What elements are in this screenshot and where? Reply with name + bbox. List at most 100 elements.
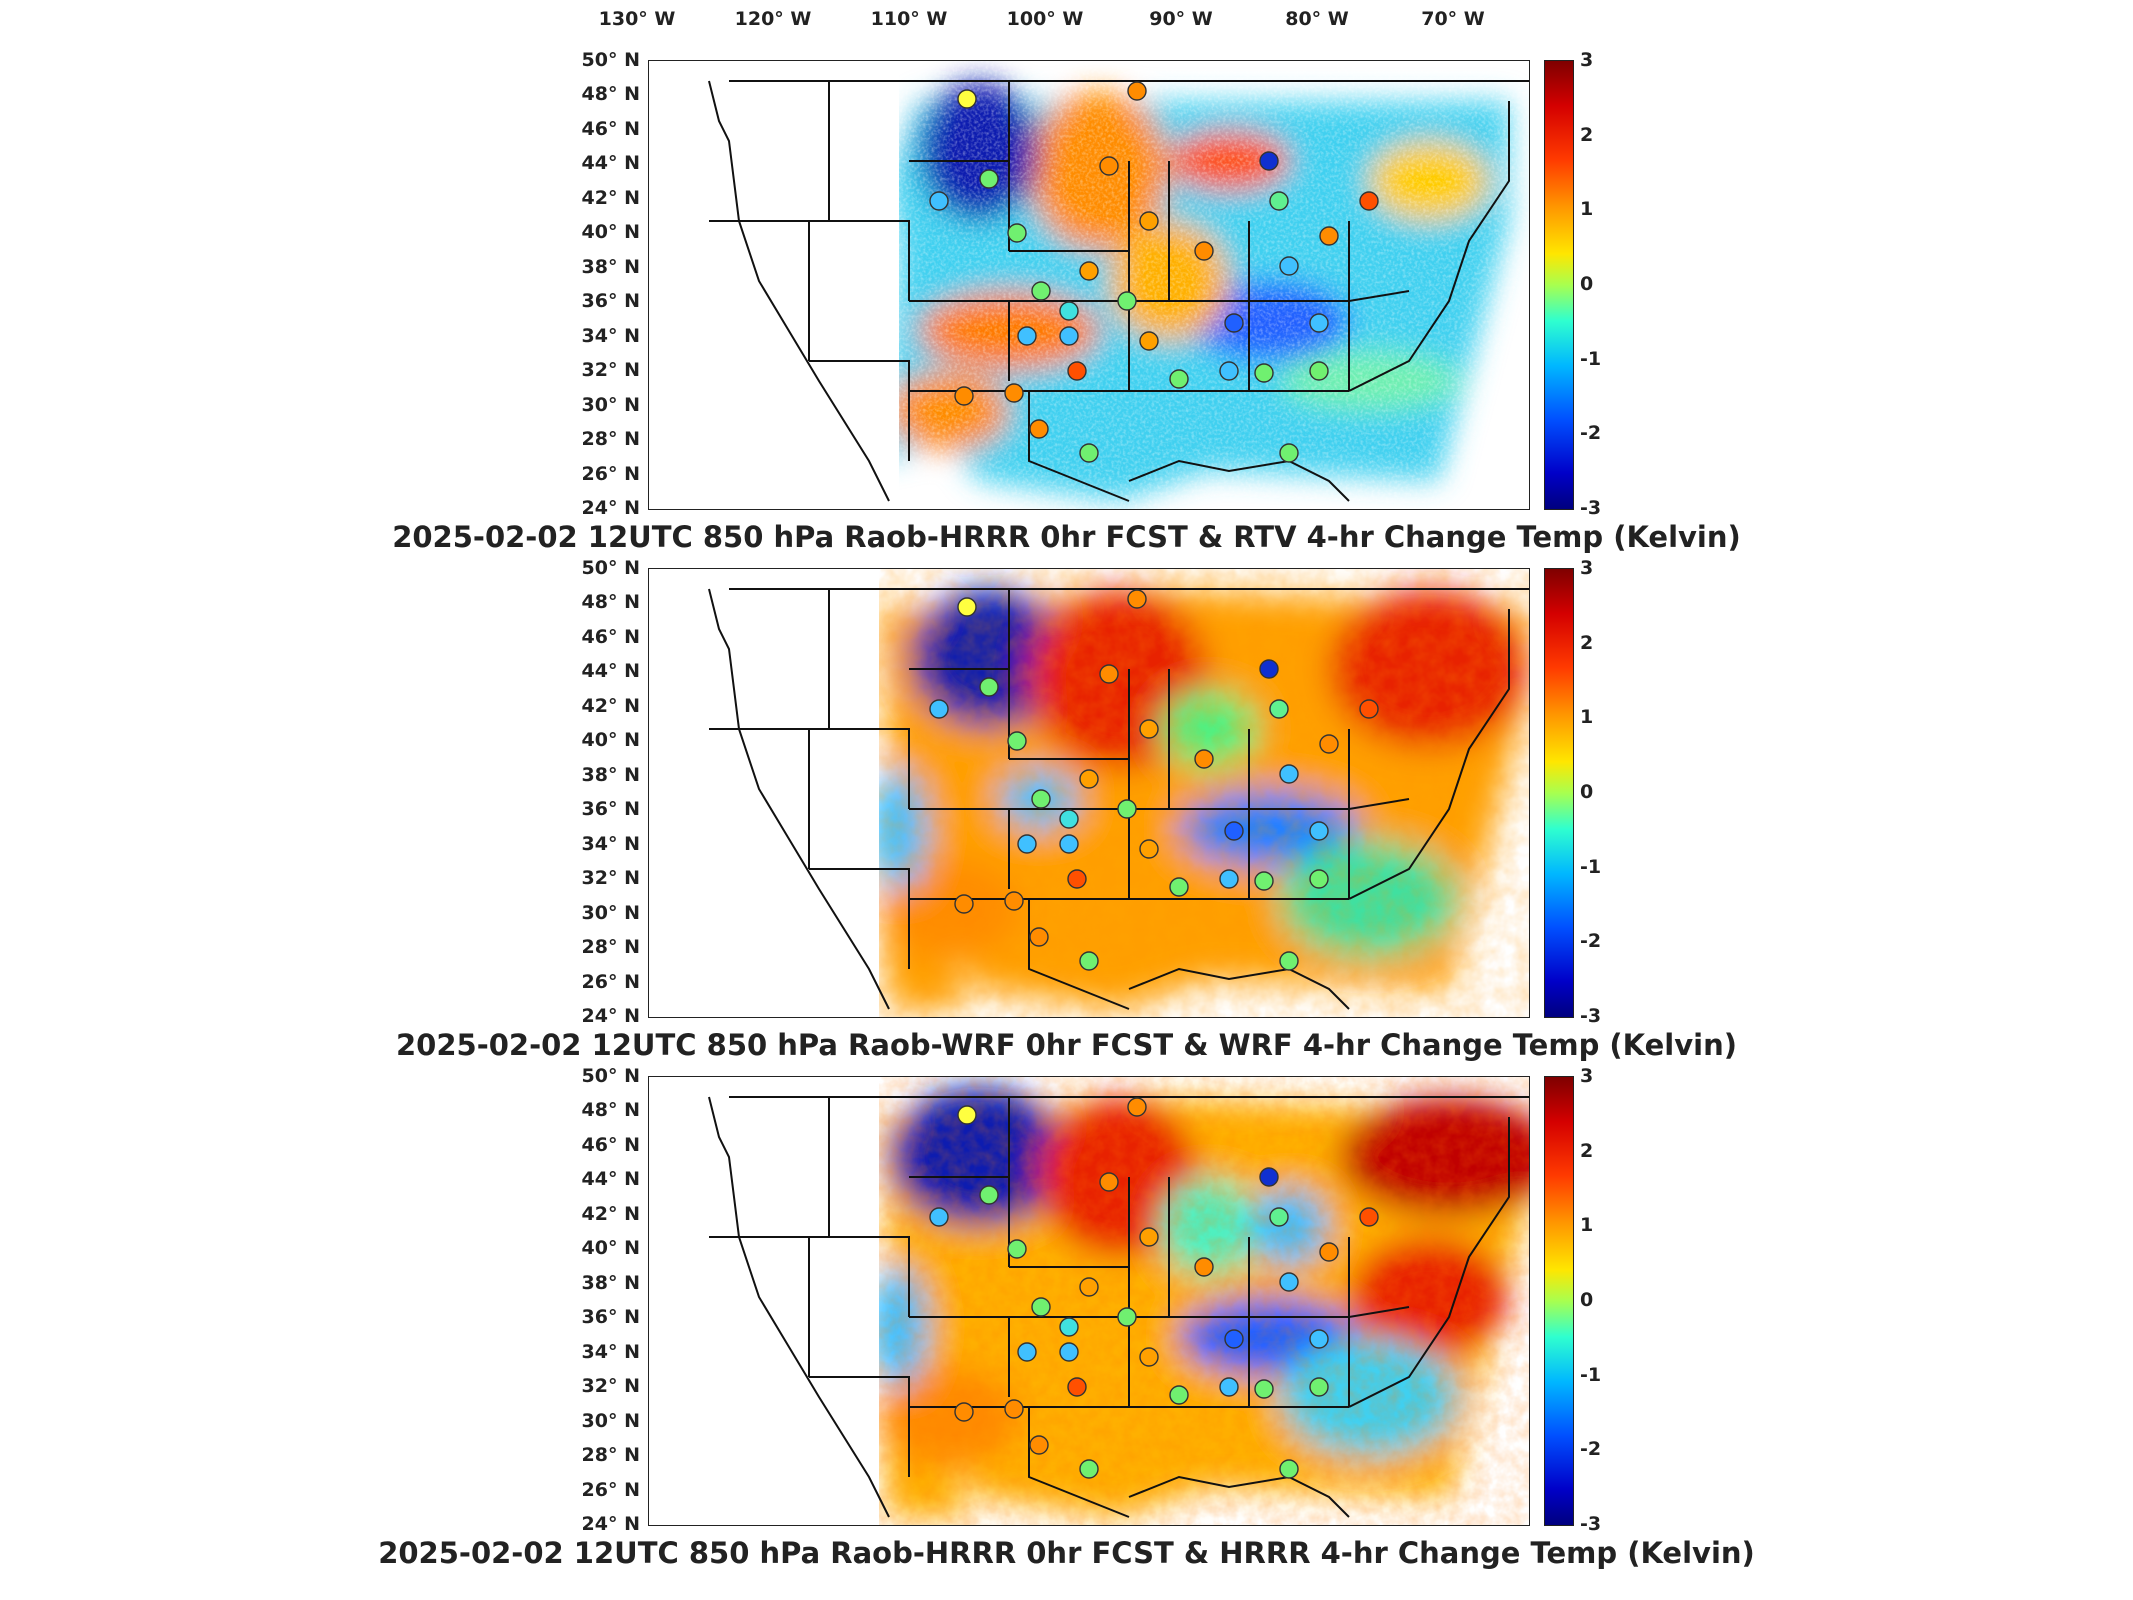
raob-station-marker <box>929 699 949 719</box>
colorbar-tick-label: 0 <box>1580 273 1594 295</box>
raob-station-marker <box>1139 719 1159 739</box>
colorbar-tick-label: 2 <box>1580 631 1594 654</box>
lat-label: 34° N <box>581 832 640 855</box>
lon-label: 130° W <box>598 8 676 30</box>
raob-station-marker <box>929 1207 949 1227</box>
raob-station-marker <box>1254 871 1274 891</box>
lat-label: 36° N <box>581 798 640 821</box>
lon-label: 100° W <box>1006 8 1084 30</box>
raob-station-marker <box>1259 1167 1279 1187</box>
colorbar <box>1544 60 1574 510</box>
map-plot-area <box>648 60 1530 510</box>
raob-station-marker <box>1309 869 1329 889</box>
raob-station-marker <box>1067 1377 1087 1397</box>
raob-station-marker <box>1029 419 1049 439</box>
colorbar-tick-label: 2 <box>1580 123 1594 146</box>
lat-label: 44° N <box>581 1168 640 1191</box>
raob-station-marker <box>1127 81 1147 101</box>
lat-label: 42° N <box>581 186 640 209</box>
lat-label: 48° N <box>581 1099 640 1122</box>
raob-station-marker <box>1079 261 1099 281</box>
raob-station-marker <box>954 894 974 914</box>
lat-label: 26° N <box>581 1478 640 1501</box>
raob-station-marker <box>1059 1342 1079 1362</box>
lat-label: 38° N <box>581 255 640 278</box>
lon-label: 120° W <box>734 8 812 30</box>
raob-station-marker <box>1259 659 1279 679</box>
colorbar-tick-label: 1 <box>1580 1214 1594 1237</box>
raob-station-marker <box>1059 1317 1079 1337</box>
raob-station-marker <box>1309 313 1329 333</box>
raob-station-marker <box>1007 1239 1027 1259</box>
colorbar-tick-label: -2 <box>1580 422 1602 445</box>
raob-station-marker <box>1319 734 1339 754</box>
lat-label: 38° N <box>581 763 640 786</box>
lat-label: 32° N <box>581 867 640 890</box>
raob-station-marker <box>1007 731 1027 751</box>
raob-station-marker <box>1309 1377 1329 1397</box>
map-panel-hrrr: 50° N 48° N 46° N 44° N 42° N 40° N 38° N 36° N… <box>0 1065 2133 1586</box>
colorbar-tick-label: -1 <box>1580 347 1602 370</box>
raob-station-marker <box>1079 1277 1099 1297</box>
raob-station-marker <box>1139 211 1159 231</box>
lat-label: 24° N <box>581 1005 640 1027</box>
raob-station-marker <box>1269 1207 1289 1227</box>
lat-label: 32° N <box>581 1375 640 1398</box>
raob-station-marker <box>1169 1385 1189 1405</box>
raob-station-marker <box>1359 699 1379 719</box>
colorbar-tick-label: -3 <box>1580 1513 1602 1535</box>
lat-label: 30° N <box>581 393 640 416</box>
lon-label: 80° W <box>1285 8 1349 30</box>
raob-station-marker <box>1194 241 1214 261</box>
raob-station-marker <box>1017 326 1037 346</box>
raob-station-marker <box>1309 361 1329 381</box>
map-plot-area <box>648 568 1530 1018</box>
colorbar-tick-label: -2 <box>1580 1438 1602 1461</box>
lat-label: 24° N <box>581 1513 640 1535</box>
raob-station-marker <box>1254 1379 1274 1399</box>
raob-stations <box>929 81 1379 463</box>
colorbar-tick-label: -2 <box>1580 930 1602 953</box>
raob-station-marker <box>1059 809 1079 829</box>
raob-station-marker <box>1099 156 1119 176</box>
raob-station-marker <box>1127 1097 1147 1117</box>
raob-station-marker <box>1319 1242 1339 1262</box>
lat-label: 44° N <box>581 152 640 175</box>
raob-station-marker <box>1219 1377 1239 1397</box>
lat-label: 46° N <box>581 625 640 648</box>
lat-label: 26° N <box>581 462 640 485</box>
raob-station-marker <box>979 169 999 189</box>
raob-station-marker <box>1099 664 1119 684</box>
raob-station-marker <box>1279 1459 1299 1479</box>
lat-label: 42° N <box>581 1202 640 1225</box>
raob-station-marker <box>957 1105 977 1125</box>
raob-station-marker <box>1219 361 1239 381</box>
lat-label: 40° N <box>581 729 640 752</box>
raob-station-marker <box>1017 834 1037 854</box>
raob-station-marker <box>1117 1307 1137 1327</box>
raob-station-marker <box>1139 839 1159 859</box>
lat-label: 28° N <box>581 1444 640 1467</box>
temperature-change-map <box>649 1077 1529 1525</box>
raob-station-marker <box>1359 191 1379 211</box>
raob-station-marker <box>1099 1172 1119 1192</box>
raob-station-marker <box>1031 281 1051 301</box>
lat-label: 44° N <box>581 660 640 683</box>
raob-station-marker <box>1309 821 1329 841</box>
raob-station-marker <box>954 386 974 406</box>
raob-station-marker <box>1359 1207 1379 1227</box>
raob-station-marker <box>979 1185 999 1205</box>
raob-station-marker <box>1029 1435 1049 1455</box>
lat-label: 48° N <box>581 591 640 614</box>
longitude-axis: 130° W 120° W 110° W 100° W 90° W 80° W … <box>0 0 2133 40</box>
lat-label: 50° N <box>581 557 640 579</box>
raob-station-marker <box>1059 326 1079 346</box>
raob-station-marker <box>1017 1342 1037 1362</box>
raob-station-marker <box>1269 699 1289 719</box>
lat-label: 46° N <box>581 117 640 140</box>
raob-station-marker <box>1139 1227 1159 1247</box>
map-panel-wrf: 50° N 48° N 46° N 44° N 42° N 40° N 38° N 36° N… <box>0 557 2133 1078</box>
colorbar-tick-label: 2 <box>1580 1139 1594 1162</box>
lon-label: 110° W <box>870 8 948 30</box>
colorbar-tick-label: -3 <box>1580 497 1602 519</box>
